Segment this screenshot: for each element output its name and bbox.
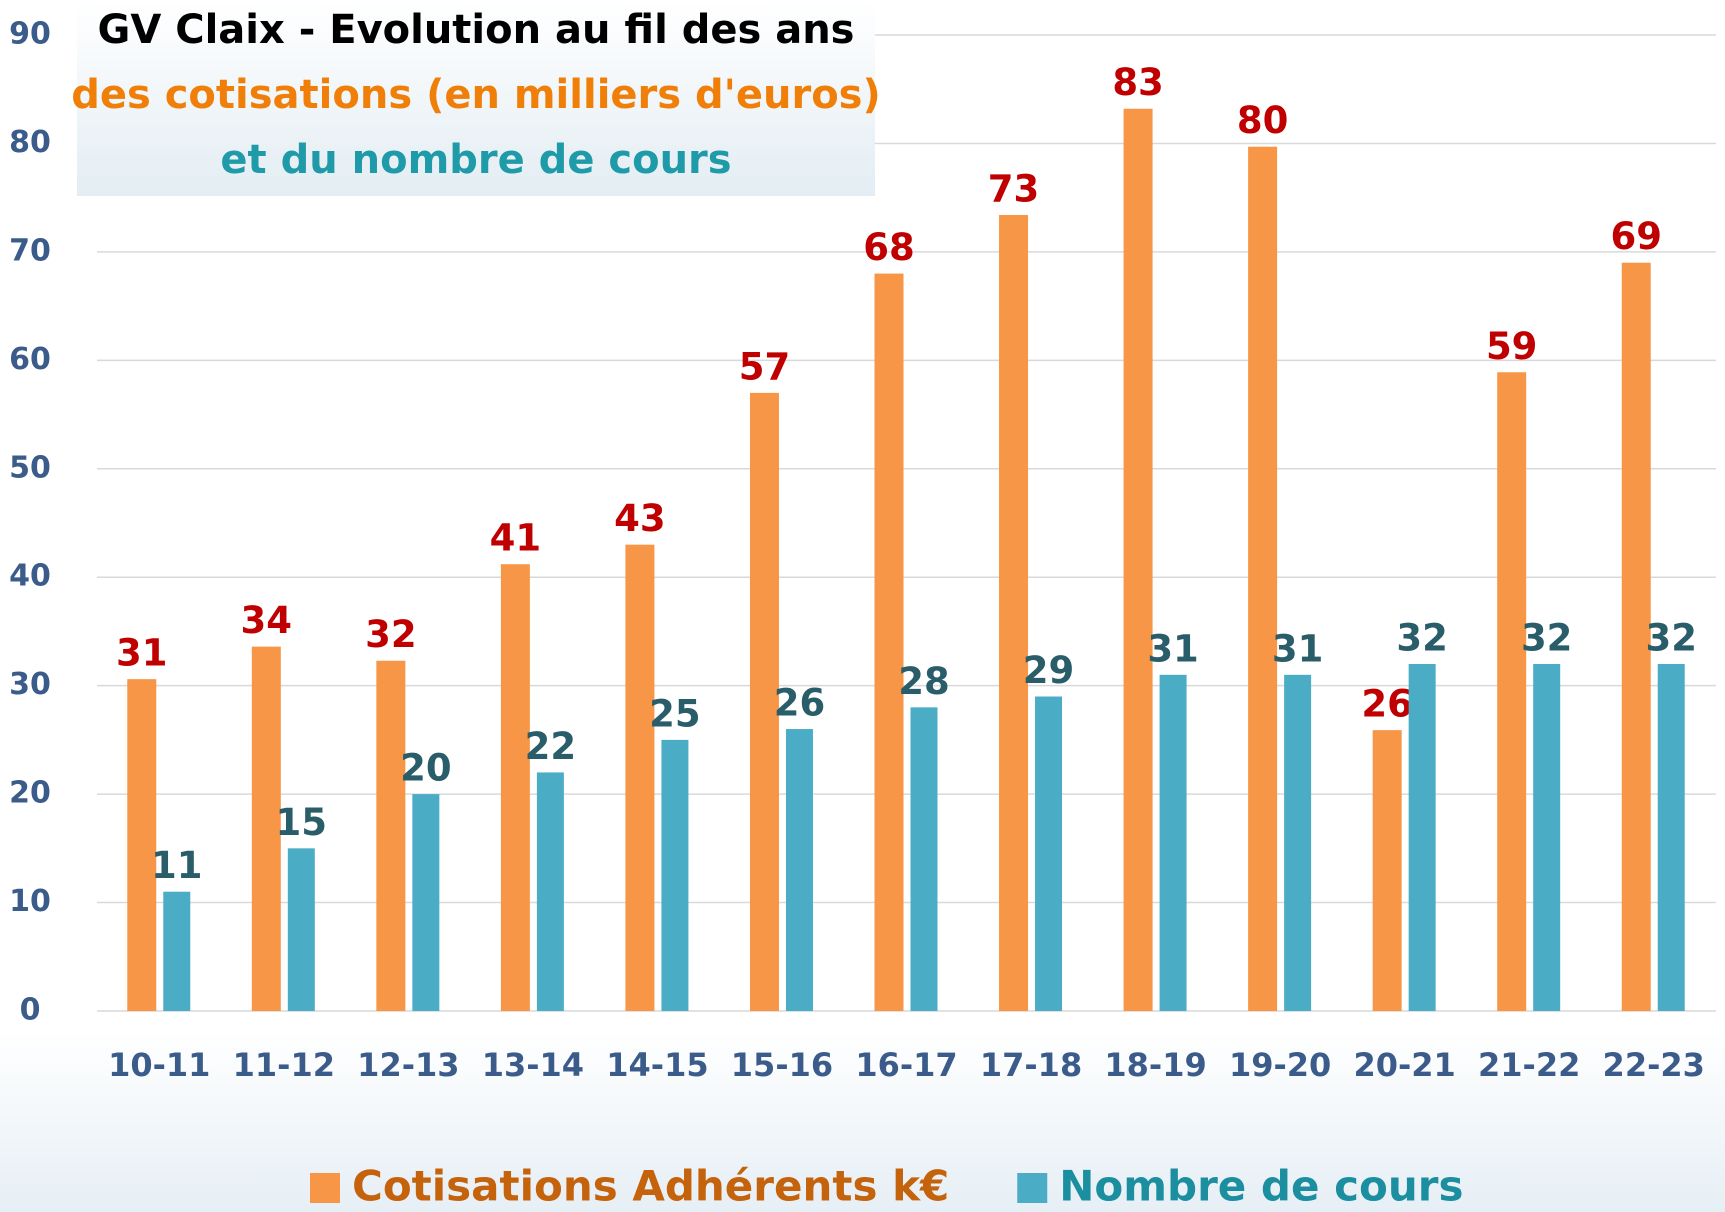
x-tick-label: 14-15 [606,1046,708,1084]
data-label: 57 [739,345,791,388]
x-tick-label: 20-21 [1353,1046,1455,1084]
bar [412,794,440,1011]
data-label: 26 [774,682,826,725]
bar [1123,108,1153,1011]
data-label: 34 [241,599,293,642]
bar [127,679,157,1011]
bar [500,564,530,1011]
data-label: 11 [151,844,203,887]
bar [1621,262,1651,1011]
y-tick-label: 0 [20,993,41,1028]
y-tick-label: 50 [9,450,51,485]
bar [1497,372,1527,1011]
x-tick-label: 16-17 [855,1046,957,1084]
data-label: 32 [1645,616,1697,659]
bar [1372,730,1402,1011]
bar [536,772,564,1011]
bar [625,544,655,1011]
data-label: 68 [863,226,915,269]
bar [1408,663,1436,1011]
bar [874,273,904,1012]
x-tick-label: 11-12 [233,1046,335,1084]
data-label: 32 [1396,616,1448,659]
data-label: 41 [490,517,542,560]
x-tick-label: 10-11 [108,1046,210,1084]
chart-subtitle: des cotisations (en milliers d'euros) [71,72,881,118]
data-label: 80 [1237,99,1289,142]
data-label: 31 [116,632,168,675]
data-label: 69 [1610,215,1662,258]
data-label: 43 [614,497,666,540]
y-tick-label: 20 [9,776,51,811]
x-tick-label: 13-14 [482,1046,584,1084]
bar [287,848,315,1011]
title-box [77,0,875,196]
bar [251,646,281,1011]
x-tick-label: 17-18 [980,1046,1082,1084]
x-tick-label: 22-23 [1603,1046,1705,1084]
bar [1284,674,1312,1011]
y-tick-label: 80 [9,125,51,160]
x-tick-label: 18-19 [1104,1046,1206,1084]
bar [785,729,813,1011]
data-label: 25 [649,692,701,735]
bar [1248,146,1278,1012]
y-tick-label: 30 [9,667,51,702]
bar [1159,674,1187,1011]
y-tick-label: 70 [9,233,51,268]
chart-title: GV Claix - Evolution au fil des ans [98,7,855,53]
bar [1657,663,1685,1011]
data-label: 73 [988,168,1040,211]
x-tick-label: 21-22 [1478,1046,1580,1084]
y-tick-label: 40 [9,559,51,594]
bar [661,739,689,1011]
data-label: 32 [365,613,417,656]
x-tick-label: 15-16 [731,1046,833,1084]
chart-subtitle: et du nombre de cours [220,137,731,183]
bar [1035,696,1063,1011]
data-label: 22 [525,725,577,768]
data-label: 31 [1272,627,1324,670]
data-label: 83 [1112,61,1164,104]
x-tick-label: 19-20 [1229,1046,1331,1084]
marks: 31 11 34 15 32 20 41 22 43 25 57 26 68 28 73 29 83 31 80 31… [116,61,1697,1012]
legend-label: Nombre de cours [1059,1162,1463,1211]
bar [376,660,406,1011]
bar [1533,663,1561,1011]
legend-swatch [1017,1173,1048,1203]
y-tick-label: 10 [9,884,51,919]
data-label: 26 [1361,683,1413,726]
legend-label: Cotisations Adhérents k€ [352,1162,949,1211]
data-label: 32 [1521,616,1573,659]
bar [999,215,1029,1012]
legend-swatch [310,1173,340,1203]
data-label: 15 [276,801,328,844]
bar [749,392,779,1011]
legend: Cotisations Adhérents k€ Nombre de cours [310,1162,1463,1211]
x-tick-label: 12-13 [357,1046,459,1084]
y-tick-label: 60 [9,342,51,377]
bar [910,707,938,1011]
bar [163,891,191,1011]
data-label: 59 [1486,325,1538,368]
data-label: 20 [400,747,452,790]
y-tick-label: 90 [9,17,51,52]
data-label: 29 [1023,649,1075,692]
data-label: 31 [1147,627,1199,670]
data-label: 28 [898,660,950,703]
